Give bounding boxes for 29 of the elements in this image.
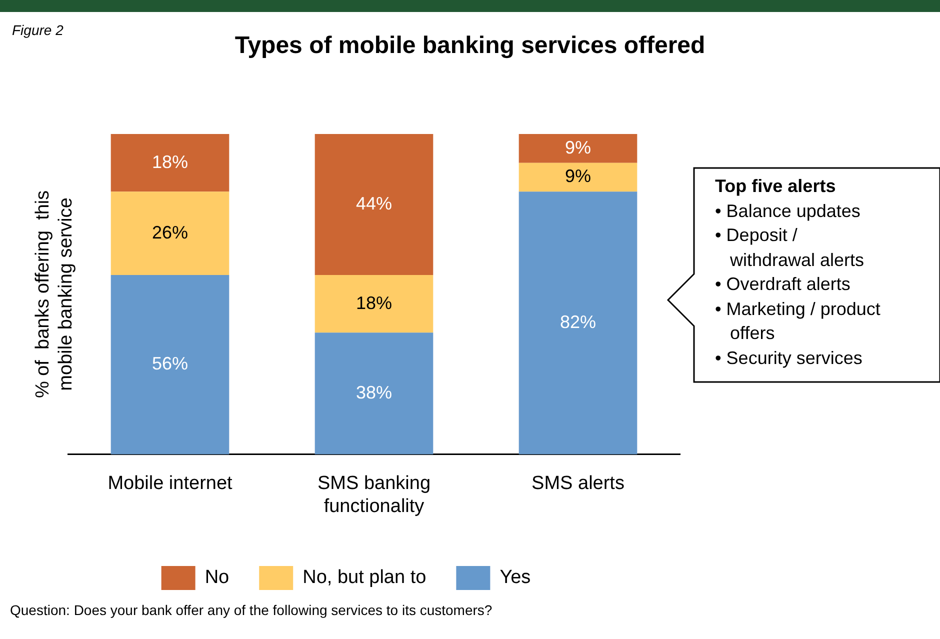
bar [518, 192, 638, 454]
x-tick-label: Mobile internet [108, 473, 234, 494]
bar [314, 332, 434, 454]
legend-label: Yes [500, 567, 531, 588]
bar [518, 134, 638, 163]
data-label: 18% [356, 292, 392, 313]
bar [110, 192, 230, 275]
data-label: 9% [564, 166, 592, 186]
bar [110, 274, 230, 454]
text: Top five alerts • Balance updates • Deposit / withdrawal alerts • Overdraft alerts • Marketing / product offers • Security services [715, 175, 880, 370]
bar [110, 134, 230, 192]
data-label: 44% [356, 193, 392, 214]
data-label: 56% [152, 354, 188, 374]
y-axis-title: % of banks offering this mobile banking service [32, 190, 76, 398]
caption: Figure 2 [12, 22, 64, 38]
bar [314, 274, 434, 333]
legend-label: No [204, 567, 230, 588]
legend-label: No, but plan to [302, 567, 426, 588]
bar [518, 162, 638, 192]
data-label: 38% [356, 382, 392, 402]
data-label: 18% [152, 152, 188, 172]
chart-title: Types of mobile banking services offered [234, 32, 706, 59]
data-label: 26% [152, 222, 188, 242]
data-label: 9% [564, 137, 592, 158]
x-tick-label: SMS banking functionality [317, 473, 431, 517]
text: Question: Does your bank offer any of the following services to its customers? [10, 602, 492, 618]
bar [314, 134, 434, 275]
x-tick-label: SMS alerts [532, 473, 624, 494]
data-label: 82% [560, 312, 596, 332]
